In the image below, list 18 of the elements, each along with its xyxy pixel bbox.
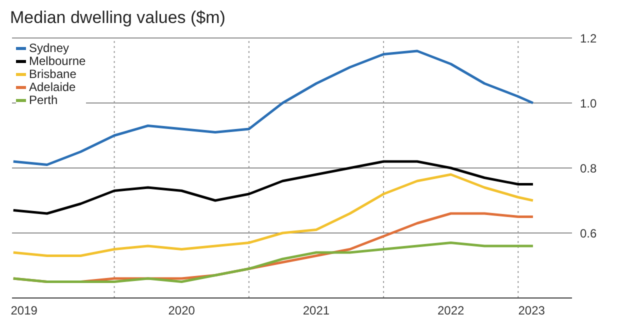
line-series: [12, 173, 534, 257]
chart-title: Median dwelling values ($m): [10, 8, 226, 28]
y-tick-label: 1.2: [580, 31, 598, 46]
x-tick-label: 2022: [437, 304, 465, 318]
x-tick-label: 2020: [168, 304, 196, 318]
legend-label: Perth: [29, 93, 58, 107]
legend-label: Melbourne: [29, 54, 86, 68]
x-tick-label: 2019: [10, 304, 38, 318]
legend-label: Sydney: [29, 41, 70, 55]
y-tick-label: 1.0: [580, 96, 598, 110]
line-series: [12, 160, 534, 215]
x-tick-label: 2021: [302, 304, 330, 318]
y-tick-label: 0.8: [580, 161, 598, 176]
x-tick-label: 2023: [518, 304, 546, 318]
line-series: [12, 242, 534, 283]
legend-label: Adelaide: [29, 80, 76, 94]
legend-label: Brisbane: [29, 67, 76, 81]
y-tick-label: 0.6: [580, 226, 598, 240]
